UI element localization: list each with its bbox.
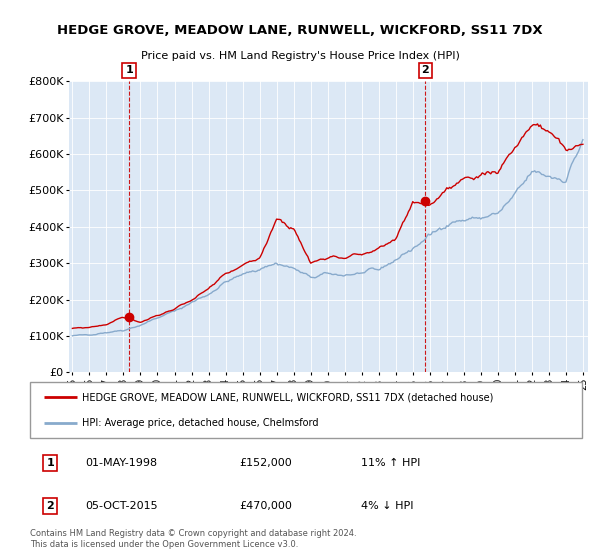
Text: £152,000: £152,000 xyxy=(240,458,293,468)
Text: HEDGE GROVE, MEADOW LANE, RUNWELL, WICKFORD, SS11 7DX (detached house): HEDGE GROVE, MEADOW LANE, RUNWELL, WICKF… xyxy=(82,392,494,402)
Text: 1: 1 xyxy=(125,66,133,76)
Text: 11% ↑ HPI: 11% ↑ HPI xyxy=(361,458,421,468)
Text: Price paid vs. HM Land Registry's House Price Index (HPI): Price paid vs. HM Land Registry's House … xyxy=(140,51,460,61)
Text: HPI: Average price, detached house, Chelmsford: HPI: Average price, detached house, Chel… xyxy=(82,418,319,428)
Text: £470,000: £470,000 xyxy=(240,501,293,511)
Text: 01-MAY-1998: 01-MAY-1998 xyxy=(85,458,157,468)
Text: Contains HM Land Registry data © Crown copyright and database right 2024.
This d: Contains HM Land Registry data © Crown c… xyxy=(30,529,356,549)
Text: 2: 2 xyxy=(47,501,55,511)
Text: 1: 1 xyxy=(47,458,55,468)
FancyBboxPatch shape xyxy=(30,382,582,438)
Text: 05-OCT-2015: 05-OCT-2015 xyxy=(85,501,158,511)
Text: 4% ↓ HPI: 4% ↓ HPI xyxy=(361,501,414,511)
Text: 2: 2 xyxy=(422,66,430,76)
Text: HEDGE GROVE, MEADOW LANE, RUNWELL, WICKFORD, SS11 7DX: HEDGE GROVE, MEADOW LANE, RUNWELL, WICKF… xyxy=(57,24,543,38)
